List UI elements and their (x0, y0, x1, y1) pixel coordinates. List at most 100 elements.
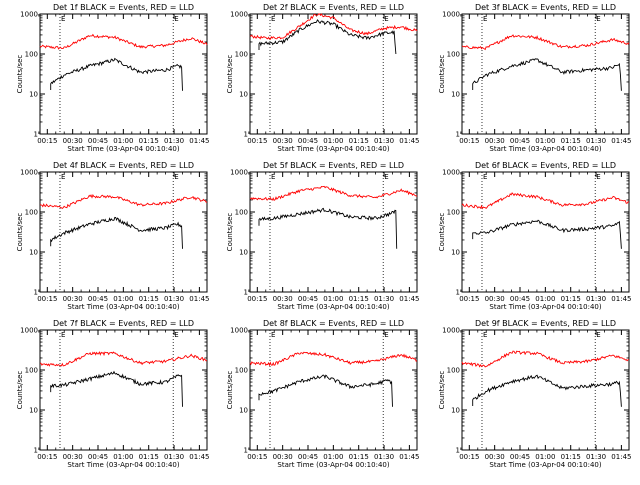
x-axis-label: Start Time (03-Apr-04 00:10:40) (67, 303, 179, 311)
y-tick-label: 1000 (442, 169, 460, 177)
x-tick-label: 00:45 (88, 453, 108, 461)
y-tick-label: 1 (456, 131, 460, 139)
y-tick-label: 1 (456, 447, 460, 455)
y-tick-label: 100 (235, 209, 248, 217)
x-tick-label: 01:45 (189, 453, 209, 461)
x-tick-label: 01:00 (535, 295, 555, 303)
y-axis-label: Counts/sec (16, 55, 24, 94)
x-tick-label: 00:45 (510, 295, 530, 303)
detector-panel-6: Det 6f BLACK = Events, RED = LLD 1 10 100 10… (438, 161, 631, 311)
x-tick-label: 01:00 (113, 453, 133, 461)
x-tick-label: 00:15 (459, 295, 479, 303)
x-tick-label: 01:45 (611, 453, 631, 461)
x-tick-label: 00:30 (485, 295, 505, 303)
y-tick-label: 10 (239, 249, 248, 257)
y-tick-label: 1000 (442, 11, 460, 19)
lld-series-line (461, 34, 630, 51)
y-tick-label: 100 (235, 51, 248, 59)
y-axis-label: Counts/sec (16, 213, 24, 252)
y-tick-label: 100 (25, 367, 38, 375)
y-tick-label: 10 (451, 91, 460, 99)
y-tick-label: 1 (34, 289, 38, 297)
x-axis-label: Start Time (03-Apr-04 00:10:40) (489, 303, 601, 311)
events-series-line (258, 374, 393, 407)
event-marker-label: E (596, 15, 600, 23)
x-tick-label: 00:45 (510, 137, 530, 145)
y-tick-label: 1 (244, 131, 248, 139)
x-tick-label: 01:00 (535, 137, 555, 145)
detector-panel-7: Det 7f BLACK = Events, RED = LLD 1 10 100 10… (16, 319, 209, 469)
x-tick-label: 00:45 (88, 295, 108, 303)
event-marker-label: E (174, 331, 178, 339)
x-tick-label: 01:15 (349, 453, 369, 461)
detector-panel-1: Det 1f BLACK = Events, RED = LLD 1 10 100 10… (16, 3, 209, 153)
x-tick-label: 00:30 (63, 453, 83, 461)
x-tick-label: 00:15 (459, 137, 479, 145)
x-axis-label: Start Time (03-Apr-04 00:10:40) (277, 303, 389, 311)
x-tick-label: 00:45 (298, 295, 318, 303)
y-axis-label: Counts/sec (16, 371, 24, 410)
x-tick-label: 01:15 (349, 295, 369, 303)
lld-series-line (39, 33, 208, 50)
panel-title: Det 4f BLACK = Events, RED = LLD (53, 161, 194, 170)
x-tick-label: 01:30 (374, 295, 394, 303)
events-series-line (472, 219, 622, 249)
x-tick-label: 00:15 (247, 295, 267, 303)
x-tick-label: 01:15 (561, 453, 581, 461)
detector-panel-2: Det 2f BLACK = Events, RED = LLD 1 10 100 10… (226, 3, 419, 153)
y-axis-label: Counts/sec (438, 213, 446, 252)
x-tick-label: 01:15 (349, 137, 369, 145)
x-axis-label: Start Time (03-Apr-04 00:10:40) (277, 145, 389, 153)
event-marker-label: E (61, 331, 65, 339)
y-tick-label: 1000 (230, 327, 248, 335)
plot-frame (461, 329, 630, 451)
x-tick-label: 01:00 (323, 295, 343, 303)
y-tick-label: 10 (29, 249, 38, 257)
x-tick-label: 01:30 (164, 453, 184, 461)
x-tick-label: 00:30 (63, 295, 83, 303)
x-tick-label: 01:15 (139, 137, 159, 145)
detector-panel-9: Det 9f BLACK = Events, RED = LLD 1 10 100 10… (438, 319, 631, 469)
panel-title: Det 8f BLACK = Events, RED = LLD (263, 319, 404, 328)
event-marker-label: E (596, 331, 600, 339)
x-tick-label: 00:30 (273, 295, 293, 303)
x-tick-label: 00:15 (37, 137, 57, 145)
x-tick-label: 01:30 (164, 137, 184, 145)
y-axis-label: Counts/sec (438, 55, 446, 94)
x-tick-label: 01:15 (139, 295, 159, 303)
panel-title: Det 6f BLACK = Events, RED = LLD (475, 161, 616, 170)
plot-frame (461, 13, 630, 135)
x-axis-label: Start Time (03-Apr-04 00:10:40) (277, 461, 389, 469)
y-axis-label: Counts/sec (438, 371, 446, 410)
y-tick-label: 10 (239, 407, 248, 415)
panel-title: Det 3f BLACK = Events, RED = LLD (475, 3, 616, 12)
y-tick-label: 1000 (230, 169, 248, 177)
detector-panel-5: Det 5f BLACK = Events, RED = LLD 1 10 100 10… (226, 161, 419, 311)
x-tick-label: 01:45 (189, 137, 209, 145)
y-tick-label: 100 (447, 209, 460, 217)
event-marker-label: E (384, 173, 388, 181)
y-tick-label: 1000 (442, 327, 460, 335)
x-tick-label: 01:00 (535, 453, 555, 461)
lld-series-line (39, 351, 207, 367)
y-tick-label: 10 (451, 249, 460, 257)
y-tick-label: 100 (25, 209, 38, 217)
x-tick-label: 01:00 (323, 137, 343, 145)
panel-title: Det 9f BLACK = Events, RED = LLD (475, 319, 616, 328)
lld-series-line (39, 193, 208, 209)
plot-frame (249, 171, 418, 293)
y-tick-label: 1000 (230, 11, 248, 19)
x-tick-label: 01:45 (189, 295, 209, 303)
x-tick-label: 01:45 (611, 137, 631, 145)
event-marker-label: E (483, 331, 487, 339)
x-tick-label: 01:45 (399, 137, 419, 145)
detector-panel-4: Det 4f BLACK = Events, RED = LLD 1 10 100 10… (16, 161, 209, 311)
x-axis-label: Start Time (03-Apr-04 00:10:40) (489, 461, 601, 469)
lld-series-line (249, 351, 418, 367)
event-marker-label: E (384, 15, 388, 23)
y-tick-label: 100 (25, 51, 38, 59)
panel-title: Det 7f BLACK = Events, RED = LLD (53, 319, 194, 328)
x-tick-label: 00:45 (298, 453, 318, 461)
